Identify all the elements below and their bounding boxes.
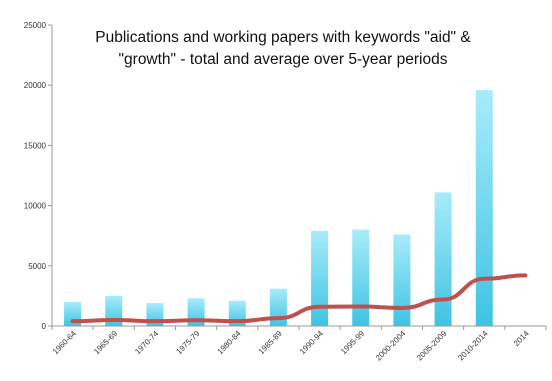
bar	[269, 288, 287, 326]
chart-title-line-2: "growth" - total and average over 5-year…	[119, 51, 448, 68]
bar-series	[64, 90, 493, 327]
x-tick-label: 2010-2014	[456, 329, 490, 363]
y-axis: 0 5000 10000 15000 20000 25000	[24, 21, 53, 331]
x-tick-label: 1995-99	[339, 329, 367, 357]
bar	[434, 192, 452, 326]
x-tick-label: 1990-94	[298, 329, 326, 357]
x-tick-label: 1980-84	[216, 329, 244, 357]
bar	[311, 230, 329, 326]
x-tick-label: 2014	[512, 329, 531, 348]
y-tick-label: 0	[42, 322, 47, 331]
x-tick-label: 1985-89	[257, 329, 285, 357]
x-tick-label: 2000-2004	[374, 329, 408, 363]
y-tick-label: 25000	[24, 21, 47, 30]
bar	[352, 229, 370, 326]
x-tick-label: 1960-64	[51, 329, 79, 357]
x-tick-label: 1975-79	[174, 329, 202, 357]
x-axis: 1960-64 1965-69 1970-74 1975-79 1980-84 1985-…	[51, 325, 547, 363]
average-line	[70, 273, 528, 324]
y-tick-label: 5000	[28, 262, 46, 271]
x-tick-label: 1965-69	[92, 329, 120, 357]
y-tick-label: 20000	[24, 81, 47, 90]
x-tick-label: 2005-2009	[415, 329, 449, 363]
bar	[393, 234, 411, 326]
x-tick-label: 1970-74	[133, 329, 161, 357]
y-tick-label: 15000	[24, 141, 47, 150]
average-line-series	[70, 273, 528, 324]
chart-title-line-1: Publications and working papers with key…	[95, 29, 471, 46]
bar	[475, 90, 493, 327]
y-tick-label: 10000	[24, 202, 47, 211]
